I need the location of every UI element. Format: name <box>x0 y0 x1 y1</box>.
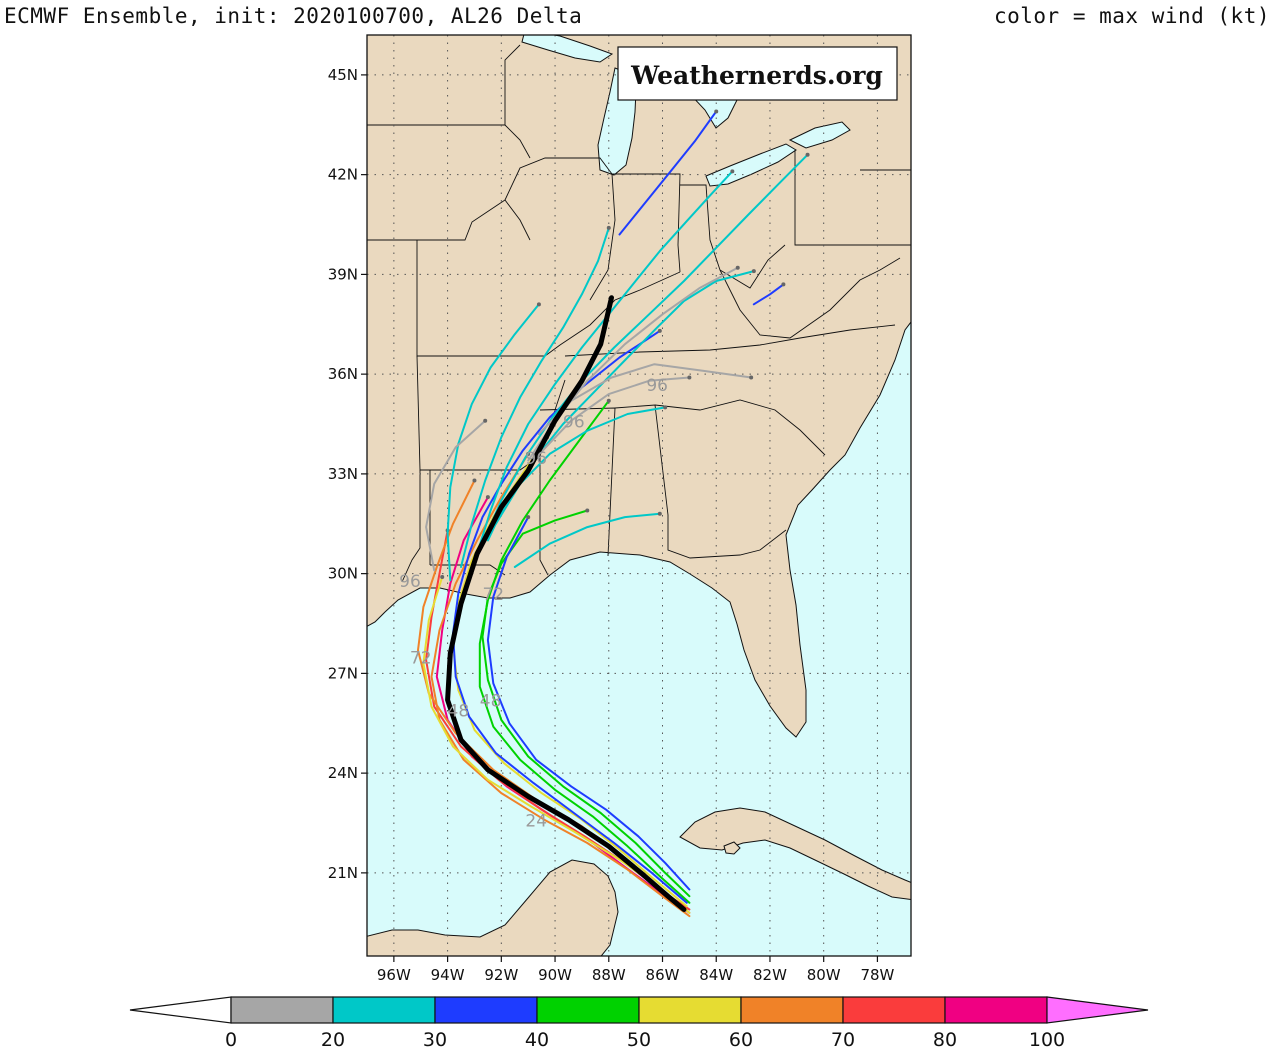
track-endpoint <box>735 265 740 270</box>
ensemble-member-track <box>430 452 691 918</box>
colorbar-label: 30 <box>423 1029 447 1051</box>
track-endpoint <box>714 109 719 114</box>
colorbar-label: 20 <box>321 1029 345 1051</box>
colorbar-label: 0 <box>225 1029 237 1051</box>
lake-ontario <box>788 121 851 149</box>
colorbar-segment <box>842 996 946 1024</box>
track-endpoint <box>687 375 692 380</box>
isle-of-youth-land <box>723 841 741 855</box>
lon-tick-label: 96W <box>377 966 411 984</box>
track-endpoint <box>749 375 754 380</box>
lon-tick-label: 82W <box>753 966 787 984</box>
ensemble-member-track <box>452 329 688 904</box>
forecast-hour-labels: 96 96 96 96 72 72 48 48 24 <box>399 376 668 832</box>
forecast-hour-label: 48 <box>448 702 470 722</box>
forecast-hour-label: 96 <box>525 449 547 469</box>
state-borders <box>367 44 911 583</box>
colorbar-segment <box>230 996 334 1024</box>
forecast-hour-label: 72 <box>482 585 504 605</box>
axis-ticks: 45N 42N 39N 36N 33N 30N 27N 24N 21N 96W 94W 92W 90W 8… <box>328 66 895 984</box>
ensemble-member-track <box>476 170 734 555</box>
lon-tick-label: 86W <box>646 966 680 984</box>
colorbar-label: 40 <box>525 1029 549 1051</box>
track-endpoint <box>606 398 611 403</box>
page-title: ECMWF Ensemble, init: 2020100700, AL26 D… <box>4 4 583 28</box>
cuba-land <box>679 807 911 900</box>
lon-tick-label: 78W <box>860 966 894 984</box>
ensemble-member-track <box>513 512 661 568</box>
track-endpoint <box>730 169 735 174</box>
lat-tick-label: 36N <box>328 365 358 383</box>
ensemble-member-track <box>478 399 691 904</box>
track-endpoint <box>536 302 541 307</box>
colorbar-segment <box>944 996 1048 1024</box>
ensemble-member-track <box>460 226 610 568</box>
lon-tick-label: 84W <box>699 966 733 984</box>
forecast-hour-label: 72 <box>410 648 432 668</box>
colorbar-label: 60 <box>729 1029 753 1051</box>
track-endpoint <box>657 511 662 516</box>
ensemble-member-track <box>486 516 691 891</box>
track-endpoint <box>585 508 590 513</box>
forecast-hour-label: 48 <box>480 692 502 712</box>
colorbar-segment <box>638 996 742 1024</box>
lat-tick-label: 45N <box>328 66 358 84</box>
track-endpoint <box>781 282 786 287</box>
forecast-hour-label: 96 <box>563 412 585 432</box>
lake-superior <box>521 35 614 63</box>
forecast-hour-label: 96 <box>646 376 668 396</box>
track-endpoint <box>805 152 810 157</box>
colorbar-over-arrow <box>1046 996 1149 1024</box>
ensemble-mean-track <box>445 295 687 912</box>
ensemble-member-track <box>618 110 718 236</box>
colorbar-segment <box>434 996 538 1024</box>
colorbar-label: 50 <box>627 1029 651 1051</box>
lat-tick-label: 39N <box>328 265 358 283</box>
color-legend-note: color = max wind (kt) <box>993 4 1270 28</box>
track-endpoint <box>657 328 662 333</box>
forecast-hour-label: 96 <box>399 572 421 592</box>
lon-tick-label: 94W <box>431 966 465 984</box>
ensemble-tracks <box>417 109 810 918</box>
ensemble-member-track <box>481 153 809 545</box>
lat-tick-label: 27N <box>328 664 358 682</box>
colorbar-segment <box>332 996 436 1024</box>
watermark: Weathernerds.org <box>617 46 898 101</box>
track-endpoint <box>663 405 668 410</box>
track-endpoint <box>485 495 490 500</box>
track-endpoint <box>472 478 477 483</box>
track-endpoint <box>751 269 756 274</box>
colorbar-label: 100 <box>1029 1029 1065 1051</box>
ensemble-member-track <box>446 303 540 582</box>
track-endpoint <box>440 574 445 579</box>
map-frame <box>366 34 912 957</box>
ensemble-member-track <box>752 283 785 306</box>
lat-tick-label: 21N <box>328 864 358 882</box>
lat-tick-label: 33N <box>328 465 358 483</box>
lat-tick-label: 42N <box>328 166 358 184</box>
colorbar-segment <box>536 996 640 1024</box>
colorbar-under-arrow <box>129 996 232 1024</box>
colorbar-segment <box>740 996 844 1024</box>
ensemble-member-track <box>481 509 691 898</box>
colorbar-label: 70 <box>831 1029 855 1051</box>
lat-tick-label: 30N <box>328 565 358 583</box>
track-endpoint <box>483 418 488 423</box>
lon-tick-label: 80W <box>807 966 841 984</box>
lon-tick-label: 90W <box>538 966 572 984</box>
lon-tick-label: 92W <box>484 966 518 984</box>
lon-tick-label: 88W <box>592 966 626 984</box>
watermark-text: Weathernerds.org <box>630 61 883 90</box>
track-endpoint <box>526 515 531 520</box>
track-endpoint <box>606 225 611 230</box>
forecast-hour-label: 24 <box>525 811 547 831</box>
lat-lon-grid <box>367 35 911 956</box>
colorbar-label: 80 <box>933 1029 957 1051</box>
colorbar: 0 20 30 40 50 60 70 80 100 <box>129 996 1149 1051</box>
ensemble-member-track <box>425 419 487 572</box>
lat-tick-label: 24N <box>328 764 358 782</box>
